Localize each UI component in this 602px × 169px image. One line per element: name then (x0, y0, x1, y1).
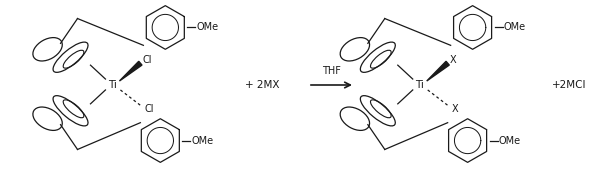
Text: Cl: Cl (144, 104, 154, 114)
Text: Ti: Ti (415, 80, 424, 90)
Text: Cl: Cl (142, 55, 152, 65)
Text: OMe: OMe (191, 136, 213, 146)
Polygon shape (119, 61, 142, 81)
Text: OMe: OMe (498, 136, 521, 146)
Text: Ti: Ti (108, 80, 117, 90)
Text: X: X (452, 104, 458, 114)
Polygon shape (427, 61, 449, 81)
Text: X: X (450, 55, 456, 65)
Text: OMe: OMe (503, 22, 526, 32)
Text: OMe: OMe (196, 22, 219, 32)
Text: THF: THF (322, 66, 341, 76)
Text: + 2MX: + 2MX (245, 80, 279, 90)
Text: +2MCl: +2MCl (552, 80, 586, 90)
